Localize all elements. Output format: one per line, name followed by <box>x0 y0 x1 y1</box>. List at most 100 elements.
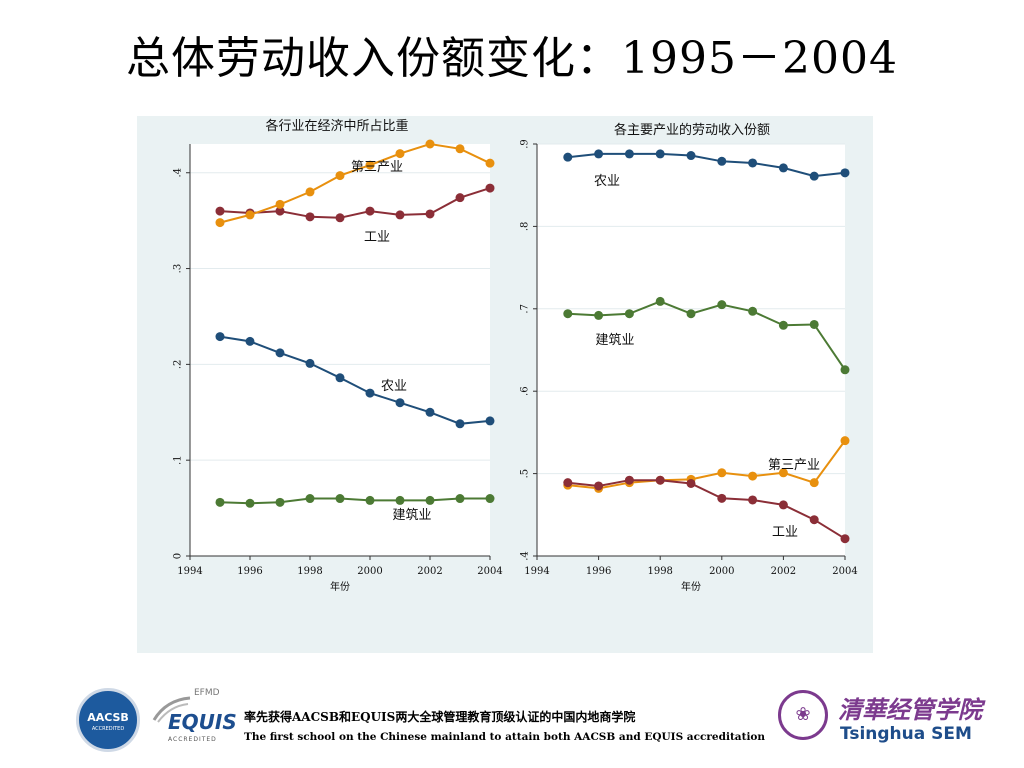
data-point-agriculture <box>748 158 758 168</box>
data-point-services <box>245 210 255 220</box>
data-point-construction <box>809 319 819 329</box>
tsinghua-logo-cn: 清華经管学院 <box>838 695 982 724</box>
data-point-agriculture <box>485 416 495 426</box>
data-point-services <box>748 471 758 481</box>
series-line-construction <box>219 497 490 505</box>
chart-area: 0 .1 .2 .3 .4 1994 1996 1998 2000 2002 2004 年份 各行业在经… <box>137 116 873 653</box>
data-point-services <box>365 160 375 170</box>
data-point-agriculture <box>455 419 465 429</box>
data-point-agriculture <box>809 171 819 181</box>
data-point-agriculture <box>245 336 255 346</box>
series-label-construction: 建筑业 <box>392 507 431 523</box>
series-line-agriculture <box>567 152 846 178</box>
data-point-construction <box>840 365 850 375</box>
tsinghua-logo-en: Tsinghua SEM <box>840 724 972 744</box>
series-label-services: 第三产业 <box>351 160 403 175</box>
y-tick-label: .3 <box>173 264 184 274</box>
data-point-services <box>809 478 819 488</box>
data-point-services <box>395 149 405 159</box>
data-point-services <box>275 199 285 209</box>
y-tick-label: .1 <box>173 455 184 465</box>
data-point-services <box>215 218 225 228</box>
y-tick-label: 0 <box>173 553 184 559</box>
series-line-industry <box>567 479 846 540</box>
x-tick-label: 2000 <box>709 566 734 577</box>
series-line-agriculture <box>219 335 491 425</box>
data-point-industry <box>275 206 285 216</box>
x-tick-label: 2000 <box>357 566 382 577</box>
x-tick-label: 1994 <box>524 566 549 577</box>
x-tick-label: 2002 <box>771 566 796 577</box>
series-label-construction: 建筑业 <box>595 332 634 348</box>
tsinghua-seal-icon: ❀ <box>778 690 828 740</box>
series-label-agriculture: 农业 <box>381 379 407 394</box>
equis-logo: EFMD EQUIS ACCREDITED <box>150 686 237 750</box>
footer-text: 率先获得AACSB和EQUIS两大全球管理教育顶级认证的中国内地商学院 The … <box>244 708 765 743</box>
swoosh-icon <box>152 696 191 723</box>
data-point-agriculture <box>563 152 573 162</box>
data-point-industry <box>305 212 315 222</box>
data-point-industry <box>655 475 665 485</box>
data-point-construction <box>594 310 604 320</box>
data-point-construction <box>275 497 285 507</box>
data-point-construction <box>624 309 634 319</box>
aacsb-logo-name: AACSB <box>87 711 129 724</box>
data-point-construction <box>245 498 255 508</box>
series-line-industry <box>219 187 491 219</box>
data-point-agriculture <box>717 156 727 166</box>
data-point-industry <box>335 213 345 223</box>
x-tick-label: 1998 <box>647 566 672 577</box>
data-point-construction <box>395 495 405 505</box>
data-point-industry <box>748 495 758 505</box>
data-point-agriculture <box>624 149 634 159</box>
data-point-construction <box>717 300 727 310</box>
data-point-construction <box>563 309 573 319</box>
data-point-services <box>778 468 788 478</box>
data-point-construction <box>778 320 788 330</box>
data-point-services <box>485 158 495 168</box>
series-label-agriculture: 农业 <box>594 174 620 189</box>
data-point-industry <box>485 183 495 193</box>
data-point-construction <box>335 494 345 504</box>
plot-area <box>537 144 845 556</box>
data-point-industry <box>395 210 405 220</box>
equis-label: EQUIS <box>168 710 237 734</box>
data-point-services <box>335 171 345 181</box>
x-tick-label: 1996 <box>586 566 611 577</box>
data-point-construction <box>485 494 495 504</box>
data-point-construction <box>365 495 375 505</box>
data-point-agriculture <box>305 358 315 368</box>
aacsb-logo-sub: ACCREDITED <box>91 726 125 732</box>
data-point-industry <box>425 209 435 219</box>
x-tick-label: 2004 <box>477 566 502 577</box>
data-point-industry <box>809 515 819 525</box>
efmd-label: EFMD <box>194 688 220 698</box>
y-tick-label: .9 <box>520 139 531 149</box>
series-line-services <box>219 142 491 224</box>
data-point-industry <box>215 206 225 216</box>
footer-line-2: The first school on the Chinese mainland… <box>244 731 766 743</box>
data-point-industry <box>624 475 634 485</box>
series-label-services: 第三产业 <box>768 458 820 473</box>
data-point-services <box>840 436 850 446</box>
data-point-services <box>455 144 465 154</box>
x-axis-label: 年份 <box>681 580 701 593</box>
data-point-industry <box>778 500 788 510</box>
x-tick-label: 1996 <box>237 566 262 577</box>
y-tick-label: .5 <box>520 469 531 479</box>
slide-title: 总体劳动收入份额变化：1995－2004 <box>126 33 898 84</box>
equis-sub: ACCREDITED <box>168 736 217 743</box>
y-tick-label: .2 <box>173 360 184 370</box>
x-axis-label: 年份 <box>330 580 350 593</box>
data-point-services <box>717 468 727 478</box>
series-label-industry: 工业 <box>772 525 798 540</box>
data-point-agriculture <box>215 332 225 342</box>
data-point-agriculture <box>778 163 788 173</box>
data-point-industry <box>686 478 696 488</box>
data-point-agriculture <box>655 149 665 159</box>
chart-title: 各主要产业的劳动收入份额 <box>614 122 770 138</box>
x-tick-label: 1998 <box>297 566 322 577</box>
series-line-construction <box>567 300 846 371</box>
data-point-services <box>305 187 315 197</box>
data-point-agriculture <box>686 151 696 161</box>
